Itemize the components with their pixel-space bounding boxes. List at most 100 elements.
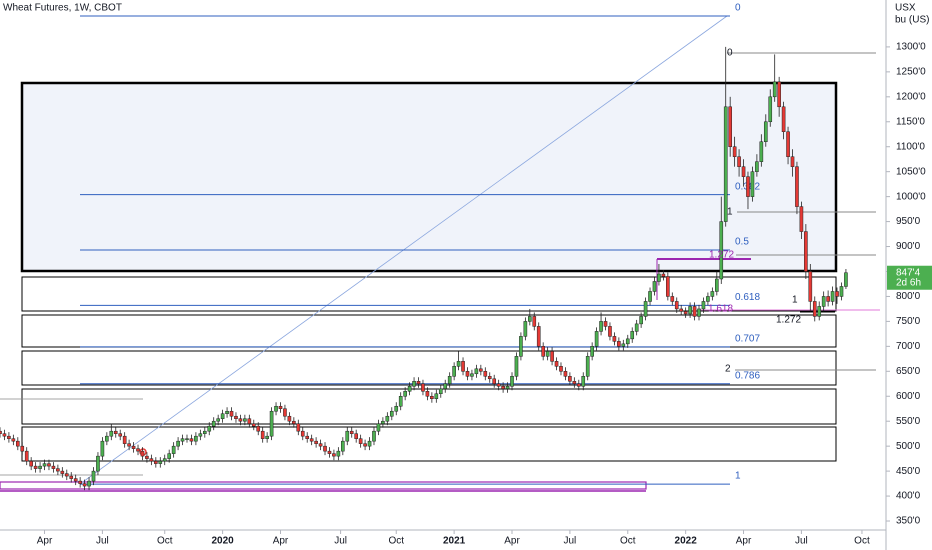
candle-body bbox=[510, 376, 514, 387]
y-tick-label: 600'0 bbox=[896, 391, 921, 402]
candle-body bbox=[260, 430, 265, 439]
zone-box bbox=[20, 81, 838, 273]
y-tick-label: 650'0 bbox=[896, 366, 921, 377]
candle-body bbox=[523, 321, 528, 337]
candle-body bbox=[536, 326, 541, 347]
x-tick-label: Apr bbox=[504, 536, 520, 547]
candle-body bbox=[706, 296, 710, 302]
y-axis-label: bu (US) bbox=[895, 15, 929, 26]
candle-body bbox=[149, 458, 154, 462]
candle-body bbox=[367, 440, 372, 447]
candle-body bbox=[657, 273, 661, 282]
candle-body bbox=[20, 445, 25, 452]
candle-body bbox=[220, 413, 225, 419]
candle-body bbox=[167, 453, 171, 459]
candle-body bbox=[309, 438, 314, 442]
candle-body bbox=[158, 460, 163, 464]
candle-body bbox=[189, 438, 194, 442]
annotation: 1.272 bbox=[776, 315, 801, 326]
fib-label: 0.618 bbox=[735, 292, 760, 303]
candle-body bbox=[358, 438, 363, 444]
candle-body bbox=[60, 470, 65, 474]
annotation: 2 bbox=[725, 364, 731, 375]
candle-body bbox=[225, 410, 229, 414]
candle-body bbox=[808, 271, 813, 302]
y-tick-label: 500'0 bbox=[896, 441, 921, 452]
candle-body bbox=[666, 276, 670, 297]
candle-body bbox=[180, 438, 185, 442]
candle-body bbox=[795, 166, 799, 207]
candle-body bbox=[670, 296, 675, 302]
candle-body bbox=[821, 296, 826, 307]
y-tick-label: 900'0 bbox=[896, 241, 921, 252]
candle-body bbox=[381, 420, 385, 424]
candle-body bbox=[625, 338, 630, 345]
candle-body bbox=[839, 286, 844, 297]
candle-body bbox=[38, 465, 42, 469]
candle-body bbox=[541, 346, 545, 357]
candle-body bbox=[692, 306, 697, 317]
candle-body bbox=[118, 433, 123, 437]
candle-body bbox=[202, 430, 207, 434]
y-tick-label: 550'0 bbox=[896, 416, 921, 427]
y-tick-label: 1250'0 bbox=[896, 67, 926, 78]
candle-body bbox=[496, 383, 501, 387]
x-tick-label: Apr bbox=[273, 536, 289, 547]
candle-body bbox=[269, 410, 274, 437]
annotation: 1.272 bbox=[709, 250, 734, 261]
candle-body bbox=[332, 453, 336, 457]
candle-body bbox=[612, 336, 617, 342]
y-tick-label: 350'0 bbox=[896, 516, 921, 527]
candle-body bbox=[474, 368, 479, 375]
candle-body bbox=[376, 423, 381, 432]
axes: 1300'0 1250'0 1200'0 1150'0 1100'0 1050'0 1000… bbox=[37, 42, 932, 547]
candle-body bbox=[327, 450, 332, 454]
candle-body bbox=[528, 316, 532, 322]
candle-body bbox=[554, 361, 559, 367]
candle-body bbox=[456, 361, 461, 367]
candle-body bbox=[576, 383, 581, 387]
fib-label: 0.786 bbox=[735, 370, 760, 381]
purple-box bbox=[0, 481, 647, 490]
candle-body bbox=[781, 106, 786, 133]
candle-body bbox=[394, 405, 399, 412]
x-tick-label: Oct bbox=[854, 536, 870, 547]
y-tick-label: 400'0 bbox=[896, 491, 921, 502]
candle-body bbox=[688, 306, 692, 315]
candle-body bbox=[318, 443, 323, 447]
countdown: 2d 6h bbox=[896, 277, 921, 288]
candle-body bbox=[585, 356, 590, 377]
candle-body bbox=[349, 430, 354, 434]
candle-body bbox=[643, 301, 648, 317]
last-price-box bbox=[887, 265, 932, 290]
candles bbox=[0, 46, 848, 491]
candle-body bbox=[830, 291, 835, 302]
candle-body bbox=[385, 415, 390, 422]
x-tick-label: Apr bbox=[736, 536, 752, 547]
candle-body bbox=[33, 465, 38, 469]
candle-body bbox=[372, 430, 376, 442]
candle-body bbox=[634, 323, 639, 332]
y-tick-label: 1300'0 bbox=[896, 42, 926, 53]
x-tick-label: 2021 bbox=[443, 536, 466, 547]
candle-body bbox=[389, 410, 394, 417]
candle-body bbox=[674, 301, 679, 310]
candle-body bbox=[599, 321, 603, 332]
candle-body bbox=[136, 448, 140, 452]
candle-body bbox=[154, 460, 158, 464]
zone-box bbox=[21, 426, 837, 462]
candle-body bbox=[608, 326, 612, 337]
candle-body bbox=[719, 221, 724, 280]
candle-body bbox=[746, 176, 750, 197]
candle-body bbox=[505, 386, 510, 390]
candle-body bbox=[790, 156, 795, 167]
candle-body bbox=[723, 106, 728, 222]
x-tick-label: Jul bbox=[334, 536, 347, 547]
candle-body bbox=[51, 465, 56, 469]
candle-body bbox=[341, 440, 345, 452]
candle-body bbox=[777, 81, 781, 108]
candle-body bbox=[661, 273, 666, 277]
candle-body bbox=[590, 346, 594, 357]
candle-body bbox=[572, 381, 577, 385]
